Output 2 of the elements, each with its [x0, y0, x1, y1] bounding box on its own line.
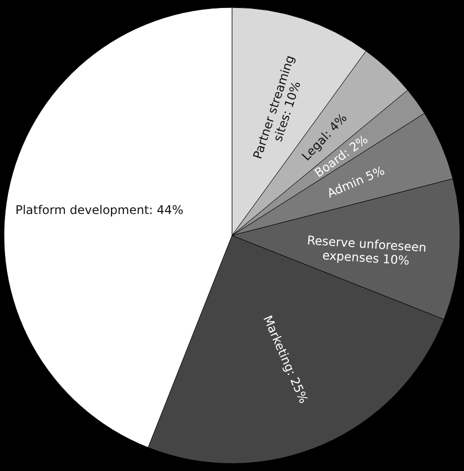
slice-label: Platform development: 44% — [15, 203, 184, 218]
slice-label: Reserve unforeseen expenses 10% — [306, 233, 427, 268]
